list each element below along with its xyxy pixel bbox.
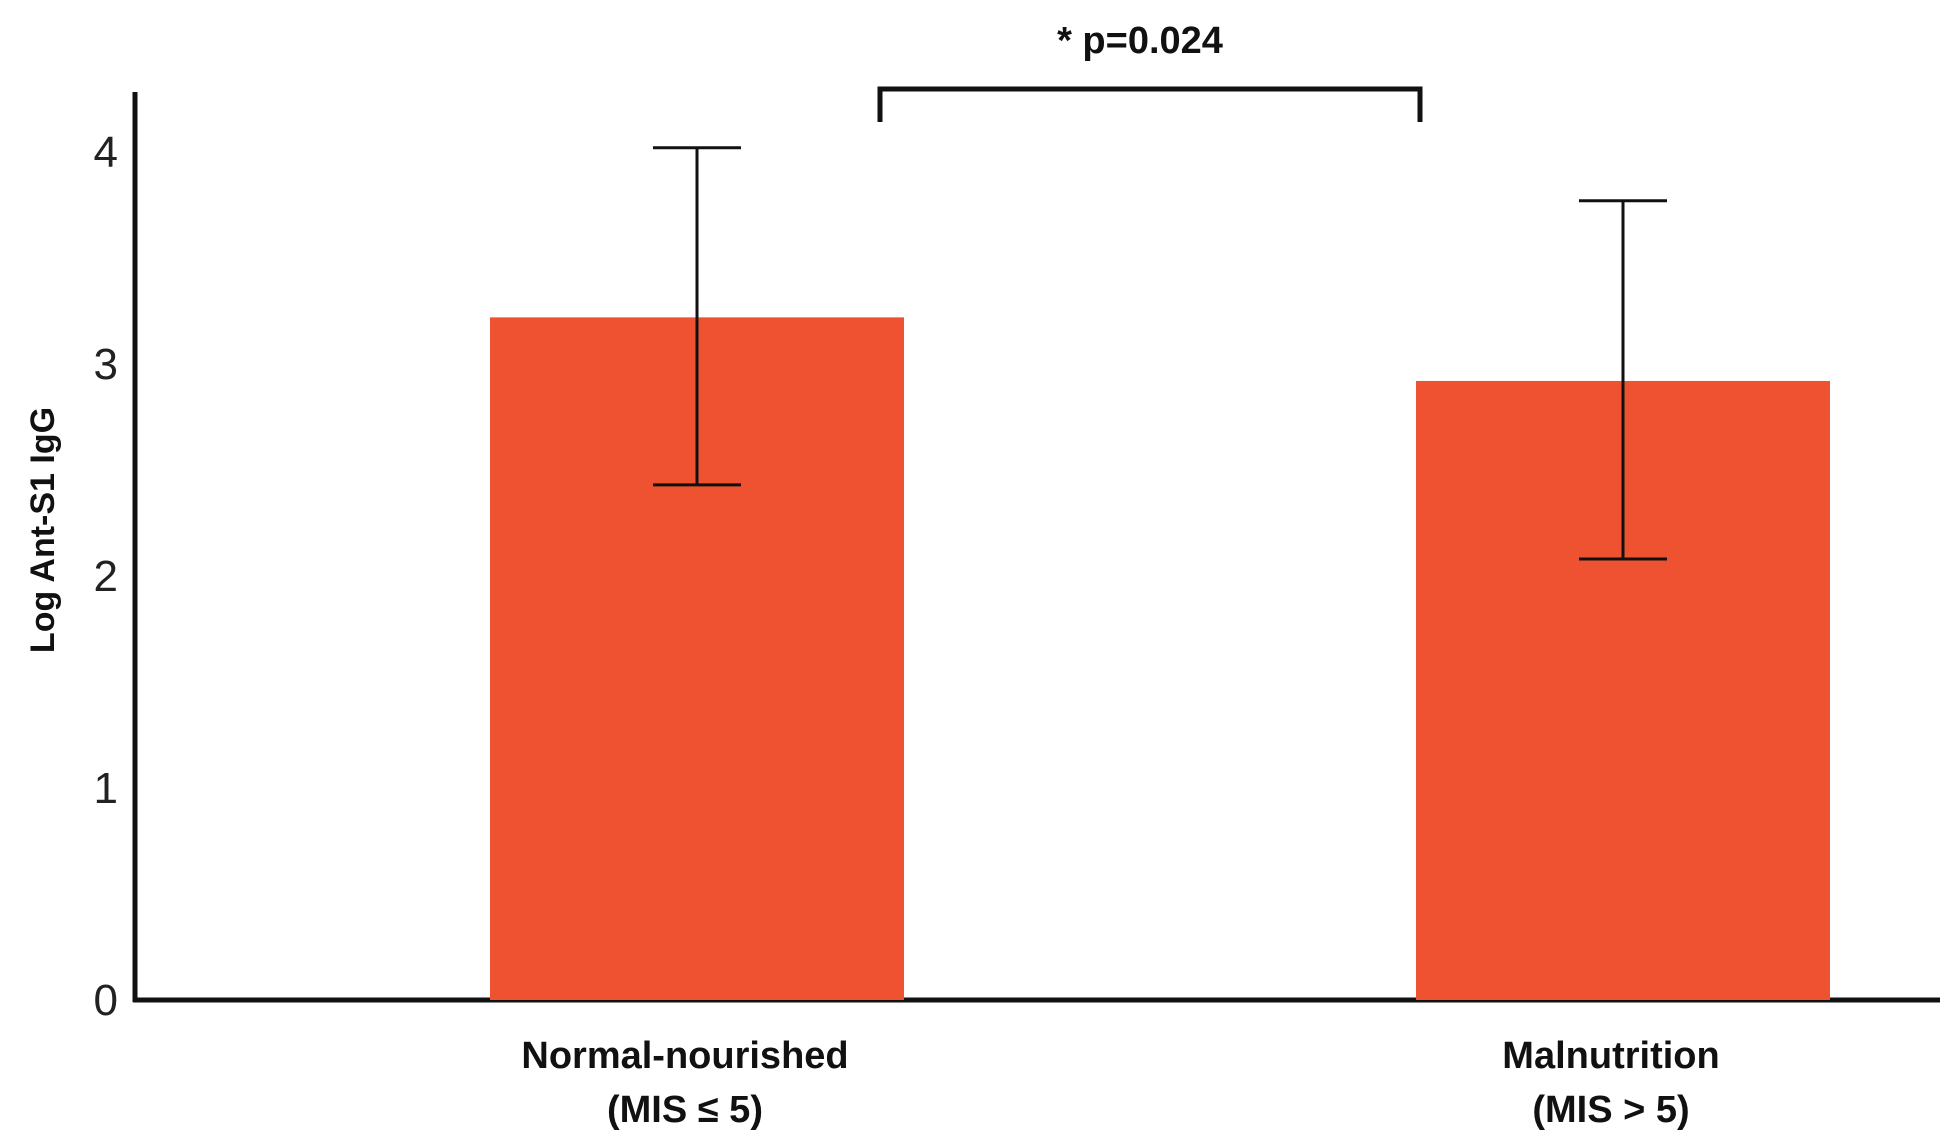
y-tick-label: 3 — [94, 340, 118, 389]
significance-bracket — [877, 86, 1423, 122]
significance-label: * p=0.024 — [1057, 20, 1223, 62]
category-sublabel: (MIS ≤ 5) — [607, 1089, 763, 1131]
category-sublabel: (MIS > 5) — [1532, 1089, 1689, 1131]
y-tick-label: 0 — [94, 976, 118, 1025]
category-label: Malnutrition — [1502, 1035, 1719, 1077]
y-tick-label: 4 — [94, 128, 118, 177]
category-label: Normal-nourished — [521, 1035, 848, 1077]
y-tick-label: 1 — [94, 764, 118, 813]
y-tick-label: 2 — [94, 552, 118, 601]
y-axis-title: Log Ant-S1 IgG — [24, 407, 62, 653]
